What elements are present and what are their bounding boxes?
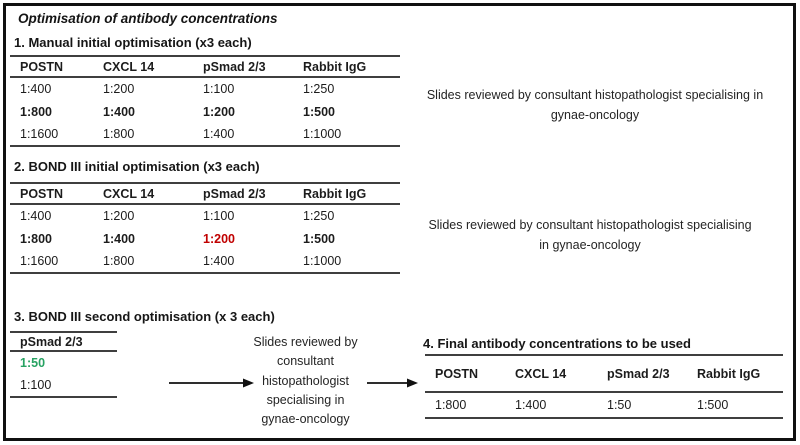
column-header-postn: POSTN <box>20 186 64 201</box>
note-line: histopathologist <box>262 373 349 388</box>
value-cell: 1:800 <box>103 127 135 141</box>
note-line: specialising in <box>266 392 345 407</box>
value-cell: 1:800 <box>103 254 135 268</box>
value-cell: 1:400 <box>203 127 235 141</box>
note-line: gynae-oncology <box>550 107 640 122</box>
note-manual-review: Slides reviewed by consultant histopatho… <box>398 86 792 125</box>
column-header-cxcl14: CXCL 14 <box>103 59 155 74</box>
value-cell: 1:400 <box>515 398 547 412</box>
column-header-cxcl14: CXCL 14 <box>103 186 155 201</box>
table-header-row: POSTN CXCL 14 pSmad 2/3 Rabbit IgG <box>10 183 400 204</box>
value-cell: 1:200 <box>103 82 135 96</box>
value-cell: 1:800 <box>20 104 52 119</box>
table-final-concentrations: POSTN CXCL 14 pSmad 2/3 Rabbit IgG 1:800… <box>425 354 783 419</box>
section2-heading: 2. BOND III initial optimisation (x3 eac… <box>14 159 260 174</box>
table-header-row: POSTN CXCL 14 pSmad 2/3 Rabbit IgG <box>10 56 400 77</box>
note-line: Slides reviewed by consultant histopatho… <box>428 218 752 232</box>
note-line: consultant <box>277 354 334 369</box>
note-line: in gynae-oncology <box>539 237 641 252</box>
column-header-rabbit-igg: Rabbit IgG <box>697 366 761 381</box>
table-row-selected: 1:800 1:400 1:200 1:500 <box>10 227 400 250</box>
value-cell-highlight-green: 1:50 <box>20 356 46 370</box>
value-cell: 1:400 <box>103 231 135 246</box>
note-bond3-initial-review: Slides reviewed by consultant histopatho… <box>400 216 780 255</box>
value-cell: 1:400 <box>20 209 52 223</box>
table-row: 1:400 1:200 1:100 1:250 <box>10 77 400 100</box>
value-cell: 1:250 <box>303 82 335 96</box>
column-header-psmad: pSmad 2/3 <box>203 59 266 74</box>
note-line: Slides reviewed by <box>253 335 358 349</box>
column-header-rabbit-igg: Rabbit IgG <box>303 59 367 74</box>
value-cell: 1:500 <box>303 104 335 119</box>
value-cell: 1:1600 <box>20 254 59 268</box>
right-arrow-icon <box>169 378 254 388</box>
column-header-postn: POSTN <box>20 59 64 74</box>
table-header-row: POSTN CXCL 14 pSmad 2/3 Rabbit IgG <box>425 355 783 392</box>
section1-heading: 1. Manual initial optimisation (x3 each) <box>14 35 252 50</box>
value-cell: 1:250 <box>303 209 335 223</box>
table-bond3-second-optimisation: pSmad 2/3 1:50 1:100 <box>10 331 117 398</box>
table-row: 1:1600 1:800 1:400 1:1000 <box>10 123 400 146</box>
value-cell: 1:1600 <box>20 127 59 141</box>
column-header-cxcl14: CXCL 14 <box>515 366 567 381</box>
column-header-rabbit-igg: Rabbit IgG <box>303 186 367 201</box>
table-header-row: pSmad 2/3 <box>10 332 117 351</box>
value-cell: 1:50 <box>607 398 632 412</box>
table-row: 1:800 1:400 1:50 1:500 <box>425 392 783 418</box>
value-cell: 1:1000 <box>303 127 342 141</box>
value-cell-highlight-red: 1:200 <box>203 231 235 246</box>
value-cell: 1:500 <box>697 398 729 412</box>
figure-title: Optimisation of antibody concentrations <box>18 11 278 26</box>
table-row: 1:100 <box>10 374 117 397</box>
table-bond3-initial-optimisation: POSTN CXCL 14 pSmad 2/3 Rabbit IgG 1:400… <box>10 182 400 274</box>
note-line: Slides reviewed by consultant histopatho… <box>426 88 764 102</box>
value-cell: 1:500 <box>303 231 335 246</box>
column-header-psmad: pSmad 2/3 <box>203 186 266 201</box>
value-cell: 1:1000 <box>303 254 342 268</box>
value-cell: 1:800 <box>20 231 52 246</box>
value-cell: 1:200 <box>203 104 235 119</box>
column-header-psmad: pSmad 2/3 <box>607 366 670 381</box>
table-row: 1:400 1:200 1:100 1:250 <box>10 204 400 227</box>
value-cell: 1:400 <box>20 82 52 96</box>
column-header-postn: POSTN <box>435 366 479 381</box>
column-header-psmad: pSmad 2/3 <box>20 334 83 349</box>
table-row-selected: 1:800 1:400 1:200 1:500 <box>10 100 400 123</box>
value-cell: 1:100 <box>20 378 52 392</box>
value-cell: 1:800 <box>435 398 467 412</box>
value-cell: 1:400 <box>203 254 235 268</box>
table-manual-optimisation: POSTN CXCL 14 pSmad 2/3 Rabbit IgG 1:400… <box>10 55 400 147</box>
value-cell: 1:100 <box>203 82 235 96</box>
value-cell: 1:400 <box>103 104 135 119</box>
right-arrow-icon <box>367 378 418 388</box>
note-line: gynae-oncology <box>261 412 350 427</box>
section4-heading: 4. Final antibody concentrations to be u… <box>423 336 691 351</box>
value-cell: 1:200 <box>103 209 135 223</box>
note-bond3-second-review: Slides reviewed by consultant histopatho… <box>228 333 383 429</box>
table-row: 1:1600 1:800 1:400 1:1000 <box>10 250 400 273</box>
value-cell: 1:100 <box>203 209 235 223</box>
table-row-selected: 1:50 <box>10 351 117 374</box>
section3-heading: 3. BOND III second optimisation (x 3 eac… <box>14 309 275 324</box>
